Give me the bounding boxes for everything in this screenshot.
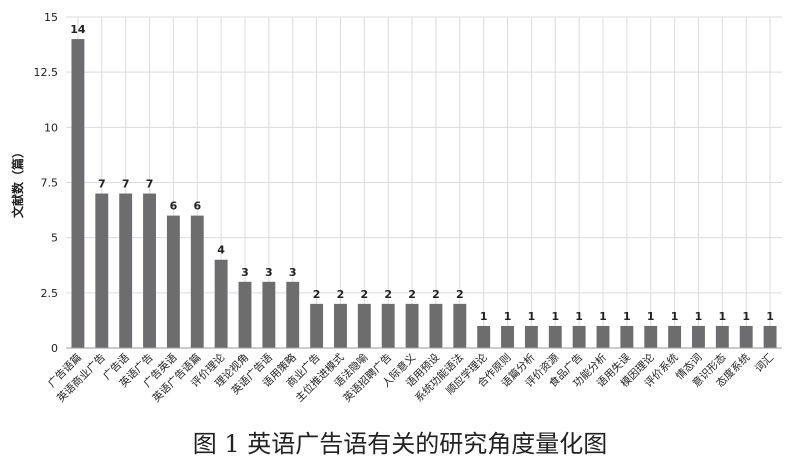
value-label: 1 bbox=[671, 310, 679, 323]
value-label: 6 bbox=[170, 200, 178, 213]
value-label: 1 bbox=[742, 310, 750, 323]
value-label: 1 bbox=[528, 310, 536, 323]
y-tick-label: 7.5 bbox=[41, 177, 59, 190]
value-label: 4 bbox=[217, 244, 225, 257]
value-label: 1 bbox=[575, 310, 583, 323]
bar bbox=[286, 281, 300, 348]
bar bbox=[214, 259, 228, 348]
bar bbox=[596, 325, 610, 348]
bar bbox=[143, 193, 156, 348]
value-label: 7 bbox=[146, 178, 154, 191]
value-label: 2 bbox=[432, 288, 440, 301]
value-label: 2 bbox=[313, 288, 321, 301]
value-label: 1 bbox=[623, 310, 631, 323]
bar bbox=[262, 281, 276, 348]
x-tick-label: 词汇 bbox=[752, 351, 776, 375]
bar bbox=[477, 325, 491, 348]
y-tick-label: 0 bbox=[51, 342, 58, 355]
y-tick-label: 2.5 bbox=[41, 287, 59, 300]
value-label: 1 bbox=[695, 310, 703, 323]
bar bbox=[119, 193, 133, 348]
value-label: 1 bbox=[551, 310, 559, 323]
value-label: 1 bbox=[504, 310, 512, 323]
value-label: 7 bbox=[122, 178, 130, 191]
y-tick-label: 12.5 bbox=[34, 66, 59, 79]
bar bbox=[548, 325, 562, 348]
bar bbox=[381, 303, 395, 348]
value-label: 3 bbox=[265, 266, 273, 279]
y-tick-label: 15 bbox=[44, 11, 58, 24]
value-label: 2 bbox=[384, 288, 392, 301]
y-tick-label: 5 bbox=[51, 232, 58, 245]
value-label: 2 bbox=[361, 288, 369, 301]
value-label: 1 bbox=[480, 310, 488, 323]
bar bbox=[644, 325, 658, 348]
value-label: 2 bbox=[337, 288, 345, 301]
value-label: 2 bbox=[408, 288, 416, 301]
value-label: 14 bbox=[70, 23, 86, 36]
value-label: 1 bbox=[599, 310, 607, 323]
y-axis-label: 文献数（篇） bbox=[10, 146, 25, 218]
value-label: 2 bbox=[456, 288, 464, 301]
bar bbox=[334, 303, 347, 348]
bar bbox=[95, 193, 109, 348]
bar bbox=[190, 215, 204, 348]
bar bbox=[668, 325, 682, 348]
bar bbox=[572, 325, 586, 348]
y-tick-label: 10 bbox=[44, 121, 58, 134]
bar bbox=[620, 325, 634, 348]
value-label: 7 bbox=[98, 178, 106, 191]
bar bbox=[405, 303, 419, 348]
bar bbox=[524, 325, 538, 348]
chart-title: 图 1 英语广告语有关的研究角度量化图 bbox=[193, 430, 608, 458]
value-label: 3 bbox=[241, 266, 249, 279]
bar bbox=[71, 39, 85, 349]
bar bbox=[453, 303, 467, 348]
bar bbox=[429, 303, 443, 348]
bar bbox=[238, 281, 252, 348]
value-label: 1 bbox=[647, 310, 655, 323]
bar bbox=[763, 325, 777, 348]
bar bbox=[357, 303, 371, 348]
bar bbox=[739, 325, 753, 348]
value-label: 1 bbox=[719, 310, 727, 323]
value-label: 3 bbox=[289, 266, 297, 279]
bar bbox=[692, 325, 705, 348]
bar bbox=[310, 303, 324, 348]
bar bbox=[166, 215, 180, 348]
bar bbox=[715, 325, 729, 348]
value-label: 6 bbox=[193, 200, 201, 213]
value-label: 1 bbox=[766, 310, 774, 323]
bar bbox=[501, 325, 514, 348]
